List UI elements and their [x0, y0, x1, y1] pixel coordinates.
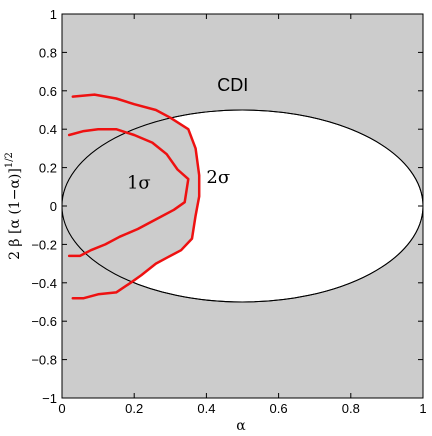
- x-axis-label: α: [236, 418, 246, 434]
- x-tick-label: 0.4: [197, 401, 215, 416]
- x-tick-label: 1: [419, 401, 426, 416]
- contour-1sigma: [67, 127, 190, 258]
- y-tick-label: 0: [50, 199, 57, 214]
- x-tick-label: 0.2: [125, 401, 143, 416]
- y-tick-label: 0.4: [39, 122, 57, 137]
- y-axis-label: 2 β [α (1−α)]1/2: [4, 152, 23, 260]
- annotations: CDI 1σ 2σ: [127, 75, 248, 194]
- axis-ticks: 0 0.2 0.4 0.6 0.8 1 −1 −0.8 −0.6 −0.4 −0.2 0 0.2 0.4 0…: [31, 7, 426, 416]
- plot-area: [61, 14, 424, 398]
- y-tick-label: −0.2: [31, 237, 57, 252]
- annotation-2sigma: 2σ: [206, 167, 230, 188]
- y-tick-label: 0.8: [39, 45, 57, 60]
- contour-lines: [67, 93, 201, 300]
- y-tick-label: −0.6: [31, 314, 57, 329]
- x-tick-label: 0: [58, 401, 65, 416]
- x-tick-label: 0.8: [342, 401, 360, 416]
- y-tick-label: −0.4: [31, 276, 57, 291]
- y-tick-label: 0.2: [39, 161, 57, 176]
- annotation-1sigma: 1σ: [127, 173, 151, 194]
- y-tick-label: 1: [50, 7, 57, 22]
- y-tick-label: 0.6: [39, 84, 57, 99]
- y-axis-label-superscript: 1/2: [4, 152, 15, 168]
- y-tick-label: −1: [42, 391, 57, 406]
- contour-2sigma: [71, 93, 201, 300]
- annotation-cdi: CDI: [217, 75, 248, 95]
- y-axis-label-main: 2 β [α (1−α)]: [7, 168, 23, 260]
- x-tick-label: 0.6: [270, 401, 288, 416]
- y-tick-label: −0.8: [31, 353, 57, 368]
- axis-labels: α 2 β [α (1−α)]1/2: [4, 152, 246, 434]
